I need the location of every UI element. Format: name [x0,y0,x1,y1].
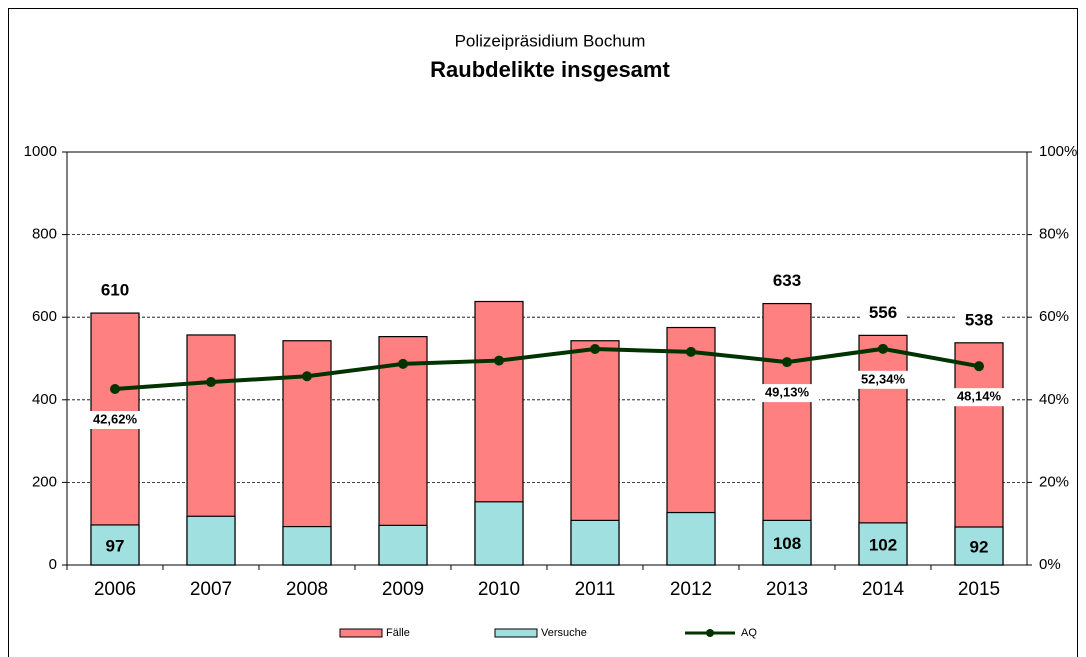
bar [186,515,236,566]
legend-swatch [706,629,714,637]
x-tick-label: 2010 [478,579,520,600]
bar [378,524,428,566]
data-label: 49,13% [765,385,810,400]
y-tick-label: 800 [32,226,57,243]
bar [282,525,332,566]
point [398,358,408,369]
label-bg [765,270,809,293]
y-tick-label: 0 [49,556,57,573]
bar [954,526,1004,566]
x-tick-label: 2009 [382,579,424,600]
data-label: 633 [773,271,801,290]
point [590,344,600,355]
x-tick-label: 2015 [958,579,1000,600]
data-label: 108 [773,534,801,553]
legend-label: AQ [741,627,757,639]
bar [762,519,812,566]
x-tick-label: 2011 [575,579,616,600]
bar [858,522,908,566]
data-label: 52,34% [861,371,906,386]
data-label: 97 [106,536,125,555]
chart-title: Raubdelikte insgesamt [430,57,670,82]
y2-tick-label: 80% [1039,226,1069,243]
label-bg [755,384,819,403]
x-tick-label: 2007 [190,579,232,600]
x-tick-label: 2014 [862,579,905,600]
point [686,346,696,357]
line [114,346,980,391]
label-bg [851,370,915,389]
data-label: 102 [869,535,897,554]
bar [474,501,524,566]
data-label: 556 [869,303,897,322]
data-label: 42,62% [93,411,138,426]
y2-tick-label: 40% [1039,391,1069,408]
label-bg [947,388,1011,407]
data-label: 610 [101,281,129,300]
y-tick-label: 600 [32,308,57,325]
bar [570,519,620,566]
data-label: 538 [965,310,993,329]
x-tick-label: 2008 [286,579,328,600]
y-tick-label: 1000 [24,143,57,160]
legend-label: Versuche [541,627,587,639]
x-tick-label: 2012 [670,579,712,600]
legend-swatch [494,628,538,638]
y-tick-label: 400 [32,391,57,408]
label-bg [861,302,905,325]
bar [90,312,140,566]
label-bg [93,280,137,303]
y-tick-label: 200 [32,473,57,490]
point [782,357,792,368]
bar [666,511,716,566]
x-tick-label: 2013 [766,579,808,600]
chart-border [8,8,1078,657]
point [494,355,504,366]
point [302,371,312,382]
point [110,383,120,394]
y2-tick-label: 60% [1039,308,1069,325]
point [878,343,888,354]
data-label: 48,14% [957,389,1002,404]
legend-label: Fälle [386,627,410,639]
data-label: 92 [970,537,989,556]
bar [90,524,140,566]
point [206,377,216,388]
y2-tick-label: 20% [1039,473,1069,490]
legend-swatch [339,628,383,638]
y2-tick-label: 100% [1039,143,1077,160]
label-bg [957,309,1001,332]
x-tick-label: 2006 [94,579,136,600]
chart-subtitle: Polizeipräsidium Bochum [455,31,646,50]
label-bg [83,410,147,429]
y2-tick-label: 0% [1039,556,1061,573]
point [974,361,984,372]
